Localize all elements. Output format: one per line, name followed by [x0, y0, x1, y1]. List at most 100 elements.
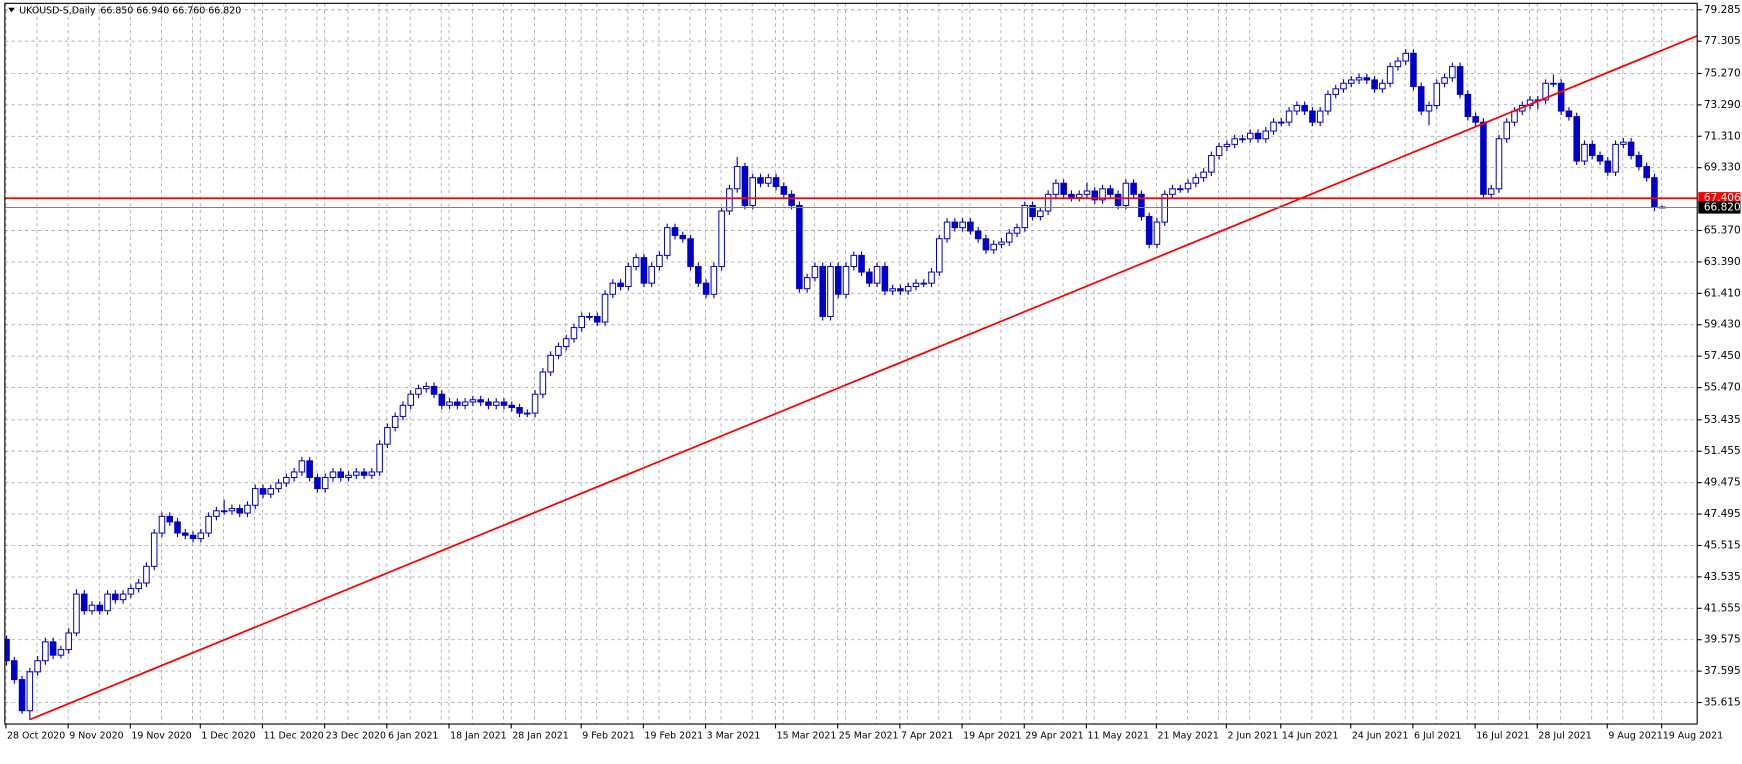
y-tick-label: 69.330 — [1704, 162, 1741, 174]
candle-body-up — [555, 345, 562, 356]
candle-body-up — [625, 266, 632, 287]
candle-body-up — [104, 593, 111, 612]
candle-body-down — [1480, 121, 1487, 195]
price-label-box — [1698, 192, 1741, 205]
candle-body-up — [1487, 188, 1495, 195]
chart-title: UKOUSD-S,Daily — [19, 6, 96, 17]
y-tick-label: 37.595 — [1704, 665, 1741, 677]
candle-body-up — [461, 401, 469, 406]
candle-body-down — [1573, 116, 1580, 162]
candle-body-up — [1153, 221, 1161, 245]
candle-body-down — [18, 679, 26, 712]
candle-body-up — [446, 401, 453, 406]
candle-body-up — [1394, 60, 1402, 68]
candle-body-down — [438, 393, 446, 406]
candle-body-up — [531, 393, 539, 414]
y-tick-label: 55.470 — [1704, 382, 1741, 394]
candle-body-up — [920, 282, 928, 285]
candle-body-up — [1278, 121, 1285, 124]
candle-body-up — [65, 632, 72, 651]
y-tick-label: 79.285 — [1704, 4, 1741, 16]
candle-body-up — [889, 288, 896, 292]
candle-body-down — [702, 282, 710, 295]
candle-body-down — [49, 641, 57, 656]
candle-body-down — [1456, 66, 1464, 95]
price-label-box — [1698, 201, 1741, 214]
candle-body-down — [454, 401, 461, 406]
candle-body-down — [1254, 132, 1262, 140]
candle-body-down — [617, 282, 624, 287]
candle-body-down — [360, 471, 368, 476]
candle-body-up — [407, 393, 414, 406]
y-tick-label: 53.435 — [1704, 414, 1741, 426]
candle-body-up — [150, 532, 158, 567]
x-tick-label: 6 Jul 2021 — [1414, 731, 1461, 742]
y-tick-label: 75.270 — [1704, 67, 1741, 79]
price-label: 66.820 — [1704, 201, 1741, 213]
candle-body-up — [1122, 182, 1130, 206]
candle-body-down — [1309, 110, 1316, 123]
candle-body-down — [1068, 193, 1075, 199]
x-tick-label: 1 Dec 2020 — [201, 731, 255, 742]
candle-body-down — [166, 515, 174, 523]
x-tick-label: 24 Jun 2021 — [1352, 731, 1409, 742]
candle-body-up — [34, 660, 41, 673]
candle-body-up — [1379, 82, 1386, 90]
candle-body-up — [539, 371, 547, 395]
x-tick-label: 7 Apr 2021 — [901, 731, 953, 742]
x-tick-label: 29 Apr 2021 — [1025, 731, 1083, 742]
candle-body-up — [1161, 193, 1168, 223]
candle-body-up — [578, 315, 585, 329]
candle-body-down — [236, 508, 243, 514]
candle-body-up — [88, 604, 96, 612]
candle-body-down — [679, 234, 687, 240]
x-tick-label: 25 Mar 2021 — [839, 731, 899, 742]
candle-body-up — [1270, 121, 1277, 132]
menu-arrow — [8, 7, 15, 13]
x-tick-label: 2 Jun 2021 — [1227, 731, 1278, 742]
candle-body-up — [1355, 77, 1363, 81]
candle-body-down — [819, 266, 826, 317]
candle-body-up — [1612, 143, 1619, 173]
candle-body-up — [733, 166, 741, 190]
candle-body-up — [959, 221, 966, 229]
candle-body-up — [656, 254, 663, 268]
y-tick-label: 45.515 — [1704, 539, 1741, 551]
trendline — [29, 34, 1698, 721]
candle-body-up — [220, 510, 228, 513]
x-tick-label: 19 Feb 2021 — [644, 731, 703, 742]
candle-body-down — [741, 166, 749, 206]
candle-body-up — [298, 460, 306, 473]
candle-body-down — [974, 230, 982, 240]
candle-body-up — [912, 282, 920, 287]
candle-body-up — [1293, 104, 1301, 112]
candle-body-down — [1651, 177, 1658, 208]
candle-body-up — [422, 385, 430, 390]
candle-body-up — [228, 508, 236, 512]
candle-body-down — [671, 227, 679, 236]
candle-body-up — [562, 338, 570, 347]
y-tick-label: 39.575 — [1704, 634, 1741, 646]
candle-body-up — [1223, 143, 1231, 148]
candle-body-up — [275, 482, 282, 490]
candle-body-up — [345, 474, 352, 478]
candle-body-up — [1176, 188, 1184, 191]
candle-body-up — [321, 477, 329, 490]
x-tick-label: 9 Feb 2021 — [582, 731, 635, 742]
candle-body-down — [1060, 182, 1067, 195]
candle-body-up — [267, 488, 275, 495]
candle-body-down — [1588, 143, 1596, 156]
candle-body-up — [726, 188, 733, 212]
candle-body-down — [182, 532, 189, 536]
candle-body-down — [1130, 182, 1137, 195]
candle-body-up — [1005, 232, 1013, 243]
candle-body-down — [695, 266, 702, 284]
x-tick-label: 3 Mar 2021 — [707, 731, 761, 742]
candle-body-down — [1604, 160, 1612, 173]
candle-body-up — [749, 177, 757, 206]
candle-body-up — [1052, 182, 1060, 195]
y-tick-label: 61.410 — [1704, 287, 1741, 299]
candle-body-up — [1332, 88, 1340, 95]
candle-body-down — [982, 238, 990, 251]
